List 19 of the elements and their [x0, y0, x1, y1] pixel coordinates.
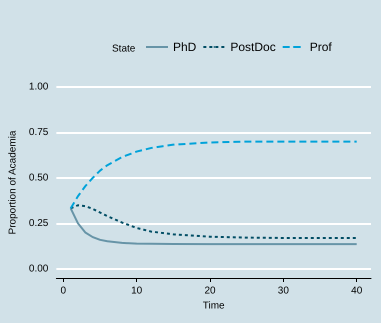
x-axis-title: Time: [202, 300, 226, 312]
y-tick-label: 0.50: [28, 172, 49, 184]
legend-title: State: [112, 44, 136, 54]
line-series: [70, 140, 358, 210]
y-axis-title: Proportion of Academia: [8, 130, 18, 234]
legend-label: PostDoc: [230, 40, 276, 54]
x-tick-label: 20: [204, 286, 216, 296]
legend-label: Prof: [310, 40, 332, 54]
x-tick-label: 40: [351, 286, 363, 296]
y-tick-label: 0.00: [28, 263, 49, 274]
line-series: [70, 204, 358, 239]
line-series: [70, 207, 358, 246]
legend-label: PhD: [173, 40, 197, 54]
y-tick-label: 1.00: [28, 82, 49, 92]
x-tick-label: 10: [131, 286, 143, 296]
x-tick-label: 30: [278, 286, 290, 296]
y-tick-label: 0.25: [28, 218, 49, 229]
x-tick-label: 0: [60, 286, 67, 296]
y-tick-label: 0.75: [28, 126, 49, 138]
